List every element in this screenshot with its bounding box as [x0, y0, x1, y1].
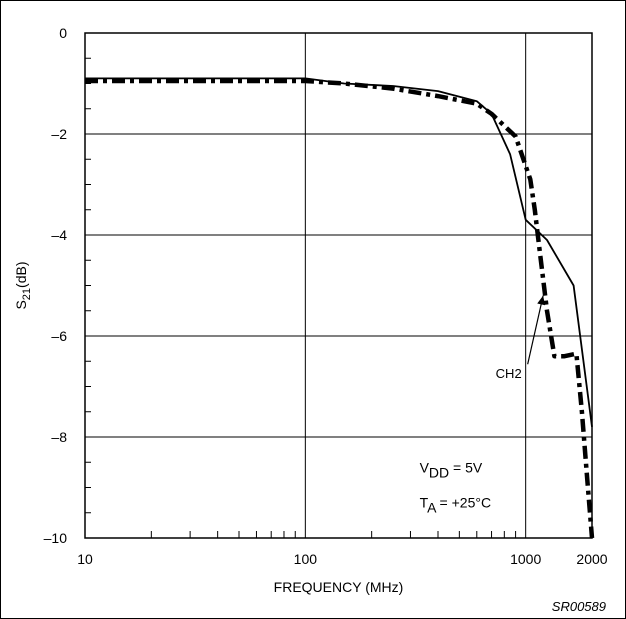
y-axis-label-main: S	[13, 300, 29, 309]
y-tick-label: –4	[51, 227, 67, 243]
x-tick-label: 100	[294, 551, 318, 567]
x-tick-label: 2000	[576, 551, 607, 567]
y-tick-label: 0	[59, 25, 67, 41]
y-axis-label-subscript: 21	[21, 288, 33, 300]
x-tick-label: 1000	[510, 551, 541, 567]
figure-code: SR00589	[552, 599, 606, 614]
plot-area	[84, 32, 593, 539]
annotation-arrowhead	[537, 295, 546, 306]
annotation-part: = +25°C	[436, 495, 491, 511]
y-tick-label: –2	[51, 126, 67, 142]
minor-ticks	[85, 32, 517, 539]
series-layer	[85, 77, 595, 539]
y-axis-label-unit: (dB)	[13, 261, 29, 287]
annotation-arrow-line	[527, 295, 544, 365]
tick-labels: 0 –2 –4 –6 –8 –10 10 100 1000 2000	[44, 25, 608, 567]
annotation-vdd: VDD = 5V	[420, 459, 483, 480]
annotation-part: = 5V	[449, 459, 483, 475]
series-ch2-line	[85, 78, 595, 539]
annotations: CH2 VDD = 5V TA = +25°C	[420, 295, 546, 516]
y-tick-label: –10	[44, 530, 68, 546]
annotation-part: T	[420, 495, 429, 511]
x-tick-label: 10	[77, 551, 93, 567]
annotation-ta: TA = +25°C	[420, 495, 492, 516]
grid	[85, 33, 592, 538]
annotation-part: DD	[429, 464, 449, 480]
y-tick-label: –8	[51, 429, 67, 445]
y-tick-label: –6	[51, 328, 67, 344]
annotation-part: A	[427, 500, 437, 516]
x-axis-label: FREQUENCY (MHz)	[274, 579, 404, 595]
y-axis-label: S21(dB)	[13, 261, 33, 309]
annotation-ch2-label: CH2	[496, 366, 522, 381]
annotation-part: V	[420, 459, 430, 475]
